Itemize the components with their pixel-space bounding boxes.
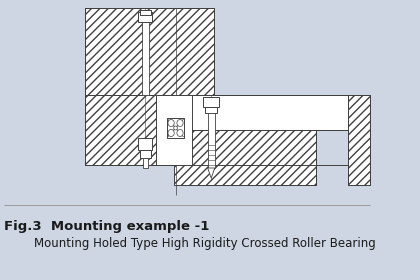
Bar	[138, 12, 152, 22]
Polygon shape	[174, 130, 316, 185]
Polygon shape	[85, 95, 174, 165]
Circle shape	[168, 130, 174, 137]
Bar	[142, 20, 149, 95]
Polygon shape	[85, 8, 214, 95]
Bar	[207, 113, 215, 168]
Circle shape	[168, 120, 174, 127]
Bar	[138, 138, 152, 150]
Bar	[203, 97, 219, 107]
Bar	[140, 150, 151, 158]
Polygon shape	[348, 95, 370, 185]
Circle shape	[174, 126, 177, 130]
Bar	[143, 158, 148, 168]
Text: Fig.3  Mounting example -1: Fig.3 Mounting example -1	[5, 220, 210, 233]
Bar	[140, 10, 151, 15]
Bar	[174, 95, 348, 130]
Circle shape	[177, 120, 183, 127]
Bar	[156, 95, 192, 165]
Bar	[205, 107, 218, 113]
Circle shape	[177, 130, 183, 137]
Bar	[167, 118, 184, 138]
Text: Mounting Holed Type High Rigidity Crossed Roller Bearing: Mounting Holed Type High Rigidity Crosse…	[34, 237, 375, 250]
Polygon shape	[207, 168, 215, 178]
